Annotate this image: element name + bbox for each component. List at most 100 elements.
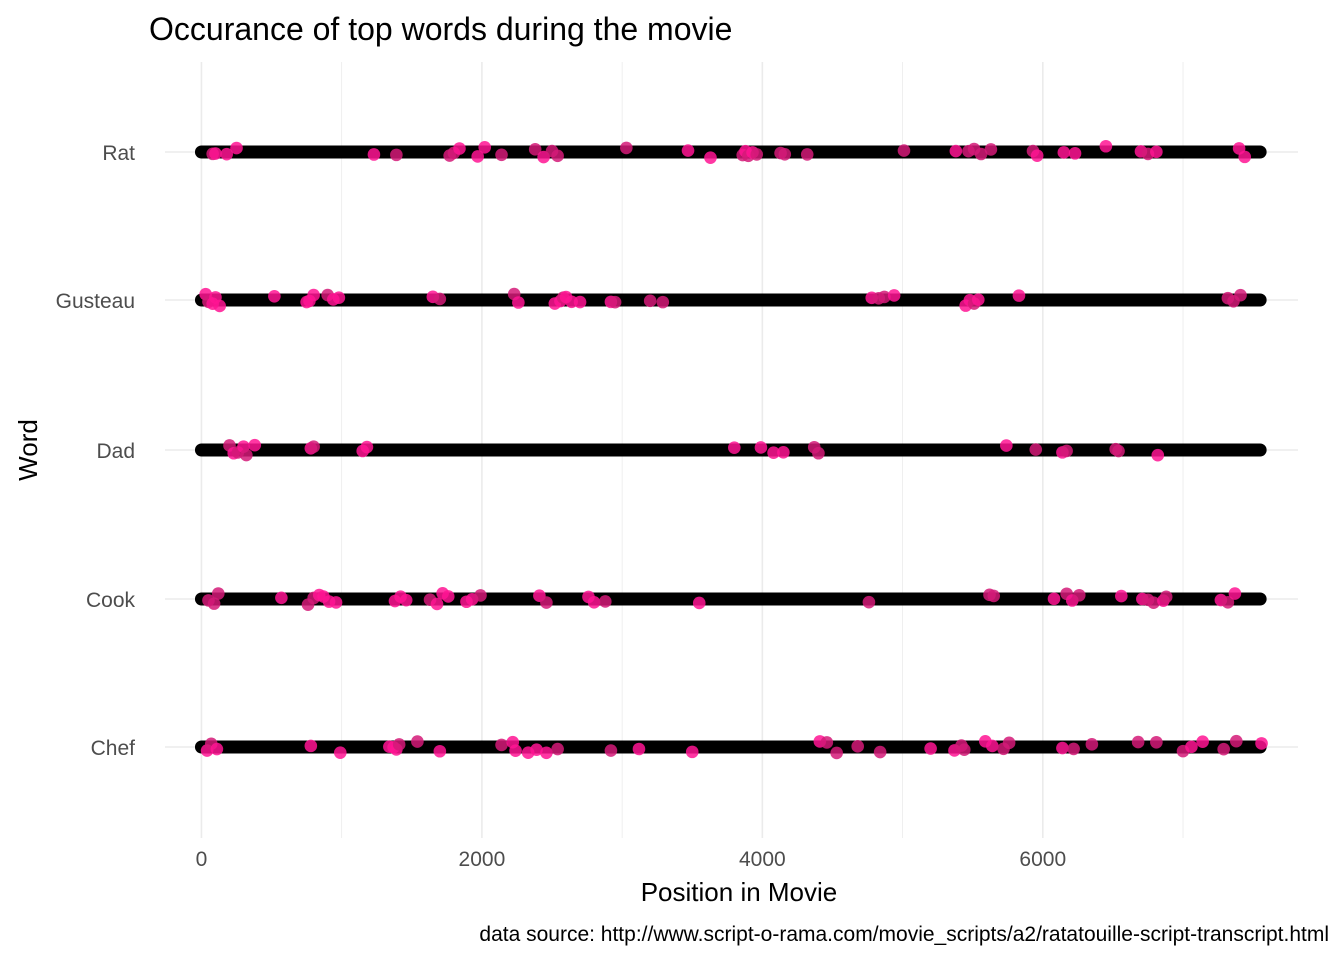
point-dad <box>1060 444 1073 458</box>
point-rat <box>367 148 381 161</box>
point-chef <box>392 738 406 751</box>
point-rat <box>495 148 508 162</box>
point-cook <box>275 591 288 605</box>
y-axis-title: Word <box>13 419 43 481</box>
point-cook <box>1047 592 1061 606</box>
point-cook <box>987 589 1001 603</box>
point-dad <box>248 438 262 452</box>
point-rat <box>551 149 564 163</box>
x-tick-label: 2000 <box>459 848 506 871</box>
point-cook <box>1159 590 1173 604</box>
point-dad <box>1151 448 1165 462</box>
point-rat <box>528 143 542 156</box>
point-chef <box>210 742 224 756</box>
point-cook <box>587 596 601 609</box>
point-chef <box>1185 740 1198 754</box>
point-chef <box>632 742 646 756</box>
point-cook <box>211 587 225 600</box>
point-rat <box>478 141 492 154</box>
point-gusteau <box>887 289 901 302</box>
point-chef <box>957 743 971 756</box>
point-chef <box>830 746 843 760</box>
point-rat <box>1150 145 1163 159</box>
point-gusteau <box>332 291 346 305</box>
y-tick-label: Dad <box>96 440 135 463</box>
point-chef <box>924 742 937 755</box>
data-source-caption: data source: http://www.script-o-rama.co… <box>479 923 1329 946</box>
point-cook <box>692 596 706 610</box>
point-dad <box>767 446 780 460</box>
y-tick-label: Rat <box>102 142 135 165</box>
point-dad <box>1029 443 1043 456</box>
point-rat <box>1068 147 1082 160</box>
point-cook <box>207 597 221 610</box>
point-chef <box>1056 741 1069 755</box>
point-dad <box>1112 444 1125 458</box>
point-rat <box>1099 139 1113 153</box>
point-rat <box>949 144 963 158</box>
point-dad <box>307 440 320 454</box>
point-gusteau <box>573 295 587 309</box>
point-gusteau <box>512 296 525 309</box>
point-chef <box>873 745 887 759</box>
point-chef <box>851 740 865 753</box>
point-chef <box>820 736 834 749</box>
point-cook <box>1221 596 1235 609</box>
point-chef <box>986 739 999 753</box>
point-cook <box>540 596 553 609</box>
point-gusteau <box>608 295 622 309</box>
point-dad <box>777 446 790 459</box>
point-rat <box>1057 146 1071 159</box>
point-cook <box>598 595 612 608</box>
point-cook <box>399 593 413 607</box>
point-rat <box>681 144 695 157</box>
point-gusteau <box>268 289 281 303</box>
point-dad <box>1000 439 1013 452</box>
point-rat <box>704 151 717 164</box>
point-rat <box>750 148 764 161</box>
point-gusteau <box>656 295 670 309</box>
x-tick-label: 4000 <box>739 848 786 871</box>
point-cook <box>1147 596 1160 610</box>
point-rat <box>778 147 792 161</box>
point-rat <box>220 147 233 161</box>
point-chef <box>530 743 543 756</box>
point-cook <box>1228 587 1242 600</box>
point-rat <box>984 143 998 156</box>
x-tick-label: 6000 <box>1019 848 1066 871</box>
data-points <box>199 139 1268 760</box>
point-rat <box>1030 149 1044 162</box>
point-rat <box>897 144 911 157</box>
point-chef <box>1131 735 1145 749</box>
point-cook <box>474 589 487 602</box>
point-rat <box>974 147 988 161</box>
point-chef <box>1085 738 1099 751</box>
y-tick-label: Chef <box>91 737 136 760</box>
point-dad <box>728 441 741 454</box>
point-chef <box>1196 735 1209 748</box>
x-tick-label: 0 <box>196 848 208 871</box>
point-gusteau <box>1234 288 1247 302</box>
point-rat <box>1238 150 1252 164</box>
point-rat <box>620 141 633 155</box>
point-chef <box>333 746 347 759</box>
point-chef <box>604 744 618 757</box>
point-gusteau <box>433 292 447 306</box>
point-chef <box>1002 736 1016 750</box>
point-gusteau <box>878 290 891 304</box>
point-gusteau <box>643 294 657 308</box>
x-axis-title: Position in Movie <box>641 877 838 907</box>
point-chef <box>304 739 318 753</box>
x-tick-labels: 0 2000 4000 6000 <box>196 848 1067 871</box>
point-chef <box>495 738 508 752</box>
point-rat <box>230 141 243 155</box>
point-chef <box>685 745 699 759</box>
point-rat <box>471 150 484 163</box>
point-rat <box>800 148 814 161</box>
point-chef <box>540 746 553 760</box>
point-dad <box>754 441 768 454</box>
point-rat <box>390 148 403 162</box>
point-cook <box>329 596 343 609</box>
point-dad <box>360 440 374 454</box>
